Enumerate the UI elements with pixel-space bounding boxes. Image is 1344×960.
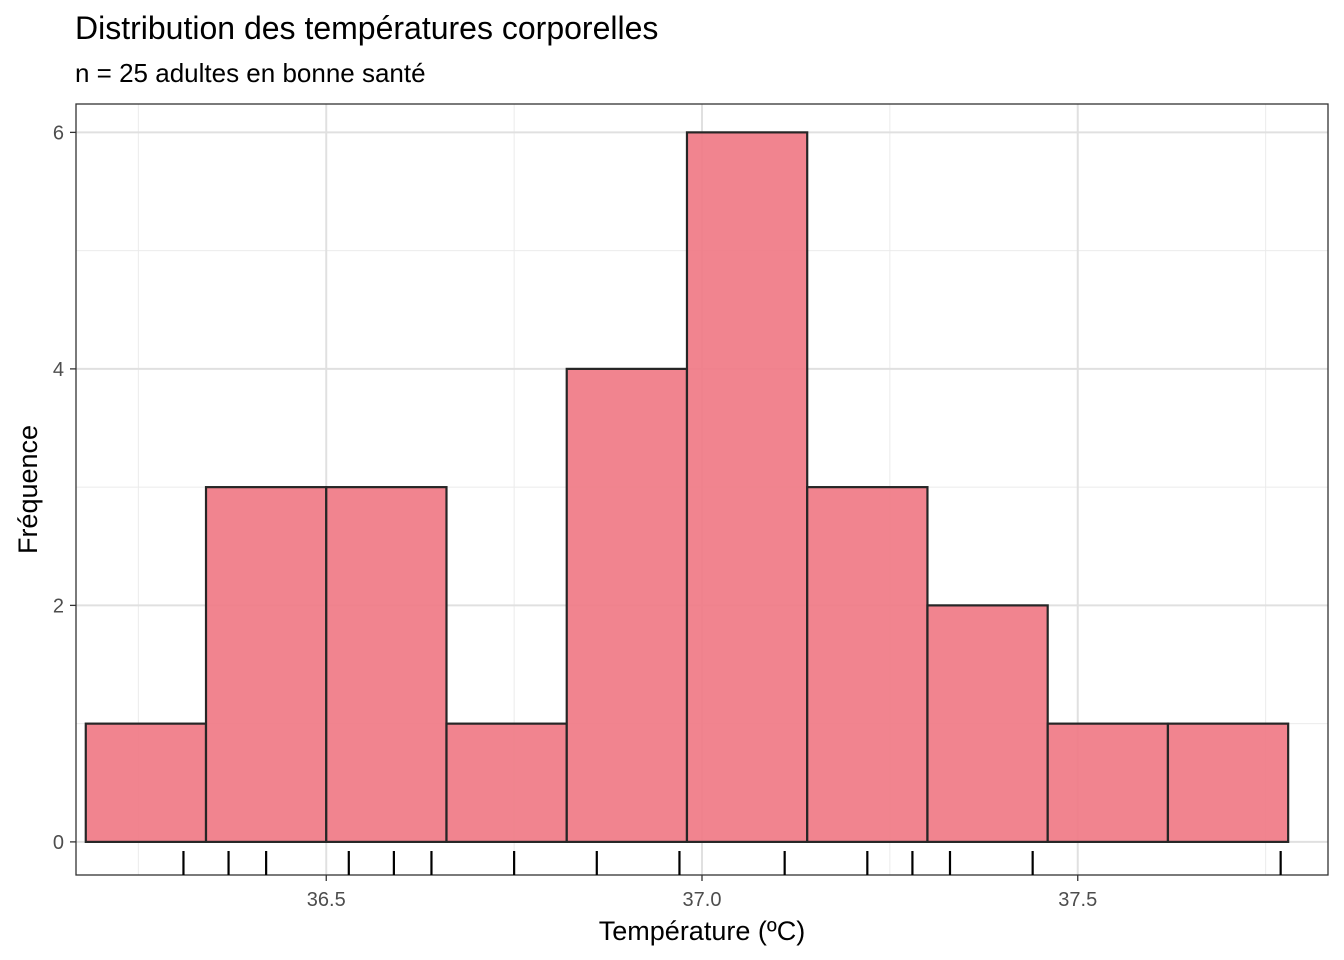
histogram-bar-10 xyxy=(1166,722,1290,843)
rug-marks xyxy=(182,851,1282,875)
histogram-bar-3 xyxy=(325,486,448,843)
y-axis-title: Fréquence xyxy=(13,425,43,554)
x-axis-title: Température (ºC) xyxy=(599,916,805,946)
histogram-bar-1 xyxy=(84,722,208,843)
histogram-bars xyxy=(84,131,1290,843)
x-tick-label: 37.5 xyxy=(1058,889,1097,911)
histogram-bar-5 xyxy=(565,367,689,843)
y-tick-label: 6 xyxy=(53,122,64,144)
histogram-bar-9 xyxy=(1046,722,1170,843)
chart-title: Distribution des températures corporelle… xyxy=(75,10,658,46)
y-tick-label: 2 xyxy=(53,595,64,617)
histogram-bar-4 xyxy=(445,722,568,843)
histogram-bar-6 xyxy=(685,131,809,843)
axis-ticks: 36.5 37.0 37.5 0 2 4 6 xyxy=(53,122,1097,911)
x-tick-label: 36.5 xyxy=(307,889,346,911)
x-tick-label: 37.0 xyxy=(683,889,722,911)
y-tick-label: 0 xyxy=(53,832,64,854)
histogram-bar-8 xyxy=(926,604,1049,843)
histogram-bar-2 xyxy=(204,486,328,843)
y-tick-label: 4 xyxy=(53,359,64,381)
histogram-bar-7 xyxy=(806,486,929,843)
chart-subtitle: n = 25 adultes en bonne santé xyxy=(75,58,426,88)
